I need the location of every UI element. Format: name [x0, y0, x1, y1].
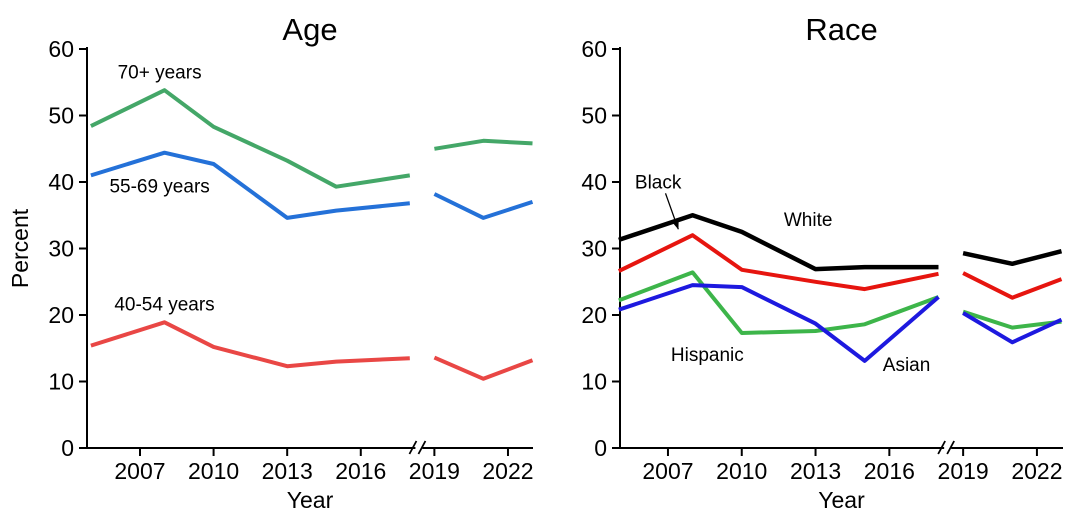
axis-break-mark: [937, 440, 955, 455]
y-tick-label: 60: [581, 36, 607, 62]
series-line-white: [618, 213, 1063, 272]
series-segment: [433, 355, 534, 381]
age-chart: 0 10 20 30 40 50 60 2007 2010 2013 2016 2019 2022 Age…: [7, 12, 534, 513]
series-line-hispanic: [618, 270, 1062, 335]
series-segment: [90, 320, 410, 369]
annotation-hispanic: Hispanic: [671, 345, 744, 366]
y-tick-label: 50: [581, 103, 607, 129]
series-segment: [90, 88, 411, 189]
axis-break-mark: [408, 440, 427, 455]
y-tick-label: 10: [48, 369, 74, 395]
y-axis-label: Percent: [7, 208, 33, 288]
series-segment: [962, 309, 1062, 330]
y-tick-label: 20: [581, 302, 607, 328]
series-line-asian: [618, 283, 1063, 363]
x-tick-label: 2013: [790, 458, 841, 484]
annotation-label: White: [784, 210, 833, 231]
axes: [86, 47, 533, 449]
series-segment: [434, 138, 533, 151]
series-segment: [962, 249, 1063, 267]
y-ticks: 0 10 20 30 40 50 60: [48, 36, 87, 461]
x-tick-label: 2022: [1011, 458, 1062, 484]
x-tick-label: 2016: [335, 458, 386, 484]
annotation-label: Hispanic: [671, 345, 744, 366]
x-tick-label: 2007: [642, 458, 693, 484]
x-ticks: 2007 2010 2013 2016 2019 2022: [114, 448, 534, 484]
annotation-label: 70+ years: [118, 62, 202, 83]
axes: [619, 47, 1063, 449]
y-tick-label: 60: [48, 36, 74, 62]
y-ticks: 0 10 20 30 40 50 60: [581, 36, 620, 461]
y-tick-label: 50: [48, 103, 74, 129]
y-tick-label: 30: [581, 236, 607, 262]
x-ticks: 2007 2010 2013 2016 2019 2022: [642, 448, 1063, 484]
annotation-label: 55-69 years: [109, 177, 209, 198]
series-line-70-years: [90, 88, 533, 189]
annotation-white: White: [784, 210, 833, 231]
x-axis-label: Year: [818, 487, 865, 513]
x-tick-label: 2013: [262, 458, 313, 484]
series-segment: [617, 233, 939, 292]
annotation-label: 40-54 years: [114, 294, 214, 315]
y-tick-label: 30: [48, 236, 74, 262]
x-tick-label: 2007: [114, 458, 165, 484]
series-segment: [90, 150, 410, 220]
series-line-black: [617, 233, 1063, 300]
y-tick-label: 10: [581, 369, 607, 395]
race-chart: 0 10 20 30 40 50 60 2007 2010 2013 2016 2019 2022 Rac…: [581, 12, 1063, 513]
y-tick-label: 40: [48, 169, 74, 195]
series-segment: [618, 283, 940, 363]
chart-title: Race: [805, 12, 877, 47]
annotation-55-69-years: 55-69 years: [109, 177, 209, 198]
y-tick-label: 0: [594, 435, 607, 461]
x-tick-label: 2019: [938, 458, 989, 484]
annotation-label: Black: [635, 173, 682, 194]
series-segment: [433, 192, 534, 220]
y-tick-label: 0: [61, 435, 74, 461]
chart-title: Age: [282, 12, 337, 47]
series-segment: [618, 213, 939, 272]
series-line-55-69-years: [90, 150, 534, 220]
annotation-label: Asian: [883, 355, 931, 376]
series-segment: [962, 311, 1063, 345]
x-tick-label: 2010: [188, 458, 239, 484]
x-tick-label: 2016: [864, 458, 915, 484]
annotation-asian: Asian: [883, 355, 931, 376]
x-tick-label: 2022: [482, 458, 533, 484]
x-tick-label: 2010: [716, 458, 767, 484]
annotation-40-54-years: 40-54 years: [114, 294, 214, 315]
series-segment: [962, 271, 1063, 300]
annotation-black: Black: [635, 173, 682, 230]
series-line-40-54-years: [90, 320, 534, 381]
x-tick-label: 2019: [409, 458, 460, 484]
x-axis-label: Year: [287, 487, 334, 513]
y-tick-label: 40: [581, 169, 607, 195]
y-tick-label: 20: [48, 302, 74, 328]
annotation-arrow: [664, 193, 679, 230]
series-segment: [618, 270, 940, 335]
annotation-70-years: 70+ years: [118, 62, 202, 83]
